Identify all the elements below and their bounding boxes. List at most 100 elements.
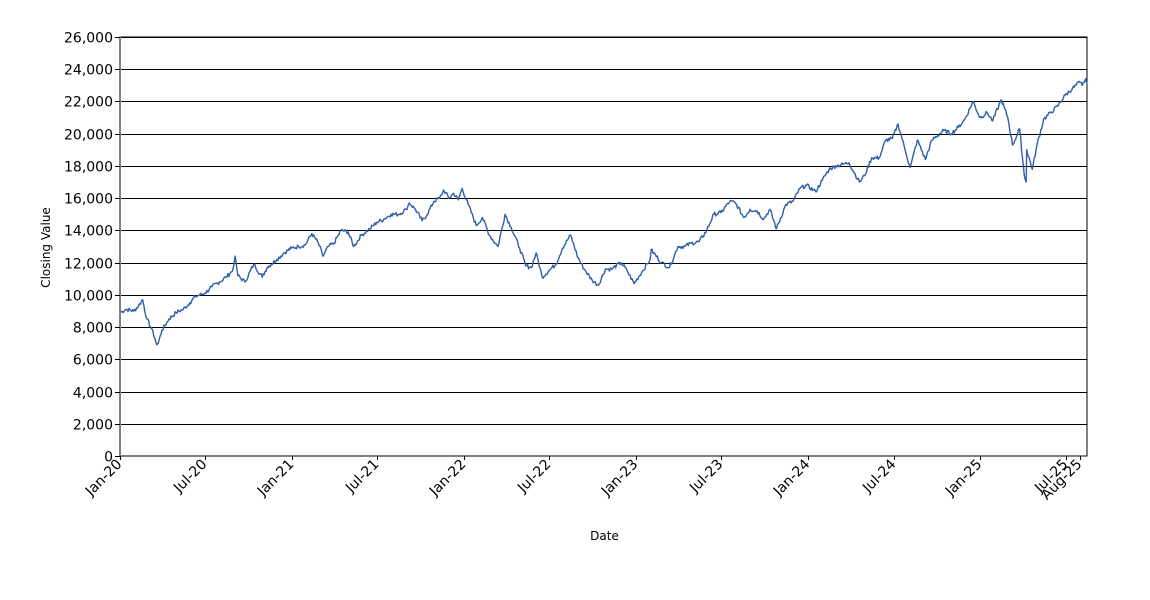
data-point	[713, 213, 715, 215]
data-point	[1056, 105, 1058, 107]
data-point	[1023, 175, 1025, 177]
data-point	[234, 255, 236, 257]
y-tick-label: 4,000	[73, 386, 113, 402]
data-point	[467, 204, 469, 206]
data-point	[555, 263, 557, 265]
data-point	[950, 133, 952, 135]
data-point	[864, 175, 866, 177]
data-point	[530, 266, 533, 268]
data-point	[569, 234, 572, 236]
data-point	[383, 218, 385, 220]
data-point	[304, 244, 306, 246]
data-point	[835, 165, 837, 167]
data-point	[453, 192, 455, 194]
y-tick-label: 18,000	[64, 160, 113, 176]
plot-frame	[119, 36, 1088, 457]
data-point	[620, 262, 622, 264]
data-point	[1081, 84, 1083, 86]
data-point	[353, 245, 355, 248]
data-point	[253, 263, 255, 265]
data-point	[1026, 149, 1028, 151]
data-point	[660, 262, 663, 264]
x-tick-label: Jul-20	[170, 457, 210, 497]
x-axis-title: Date	[590, 529, 619, 543]
data-point	[322, 255, 324, 257]
data-point	[133, 310, 135, 312]
data-point	[821, 179, 823, 181]
data-point	[182, 308, 184, 310]
data-point	[729, 200, 731, 202]
data-point	[125, 308, 127, 310]
data-point	[232, 270, 234, 272]
data-point	[142, 299, 144, 301]
data-point	[204, 292, 206, 294]
data-point	[897, 123, 899, 125]
series-line	[119, 78, 1088, 346]
data-point	[154, 337, 156, 339]
data-point	[488, 234, 491, 236]
data-point	[591, 279, 593, 281]
data-point	[1000, 99, 1002, 101]
data-point	[583, 268, 585, 270]
y-tick-label: 12,000	[64, 257, 113, 273]
data-point	[734, 202, 737, 204]
data-point	[225, 276, 227, 278]
data-point	[481, 216, 483, 219]
data-point	[327, 245, 329, 248]
data-point	[690, 242, 692, 244]
data-point	[189, 302, 191, 304]
data-point	[769, 208, 771, 210]
data-point	[979, 117, 981, 119]
data-point	[156, 344, 158, 346]
data-point	[1036, 144, 1038, 146]
data-point	[815, 191, 817, 193]
data-point	[161, 329, 163, 331]
data-point	[298, 245, 300, 248]
data-point	[1085, 78, 1087, 80]
data-point	[1031, 168, 1033, 170]
data-point	[633, 283, 635, 285]
x-tick-label: Jul-22	[514, 457, 554, 497]
data-point	[218, 281, 220, 283]
data-point	[749, 208, 751, 210]
data-point	[561, 247, 564, 249]
series-layer	[119, 78, 1088, 346]
data-point	[519, 247, 521, 249]
horizontal-gridlines	[119, 36, 1088, 457]
data-point	[1050, 112, 1052, 114]
data-point	[414, 208, 417, 210]
data-point	[684, 245, 686, 248]
y-axis-title: Closing Value	[39, 207, 53, 288]
data-point	[244, 281, 246, 283]
y-tick-label: 10,000	[64, 289, 113, 305]
data-point	[964, 118, 966, 120]
data-point	[146, 318, 148, 320]
y-tick-label: 22,000	[64, 95, 113, 111]
y-tick-label: 6,000	[73, 353, 113, 369]
data-point	[405, 208, 407, 210]
data-point	[799, 187, 801, 190]
data-point	[237, 274, 239, 277]
x-tick-label: Jan-24	[770, 456, 814, 500]
y-tick-label: 16,000	[64, 192, 113, 208]
data-point	[871, 157, 873, 159]
data-point	[398, 213, 400, 215]
x-tick-label: Jul-24	[859, 456, 899, 496]
data-point	[972, 100, 974, 103]
data-point	[992, 120, 994, 122]
x-tick-label: Jan-23	[598, 457, 641, 500]
data-point	[577, 257, 579, 259]
data-point	[438, 197, 441, 199]
data-point	[986, 112, 988, 114]
data-point	[858, 181, 861, 183]
y-tick-label: 20,000	[64, 128, 113, 144]
x-tick-label: Jul-23	[686, 457, 726, 497]
data-point	[541, 276, 543, 278]
data-point	[641, 271, 643, 273]
data-point	[1079, 81, 1081, 83]
data-point	[408, 202, 410, 204]
data-point	[266, 266, 268, 268]
data-point	[360, 234, 362, 236]
data-point	[390, 213, 392, 215]
